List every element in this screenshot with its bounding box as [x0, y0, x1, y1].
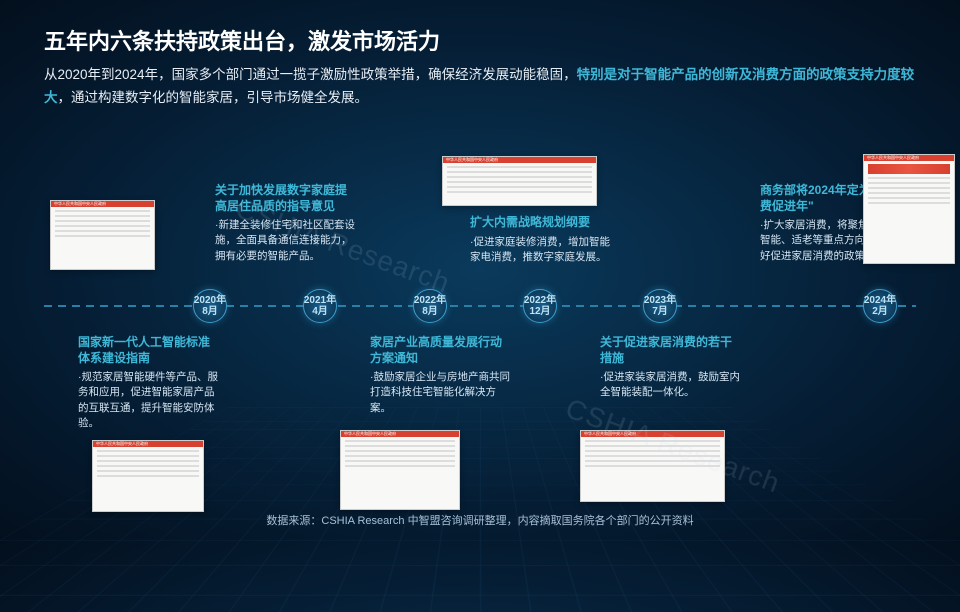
document-thumbnail: 中华人民共和国中央人民政府	[863, 154, 955, 264]
timeline-node: 2022年 12月	[523, 289, 557, 323]
document-thumbnail: 中华人民共和国中央人民政府	[340, 430, 460, 510]
policy-card: 国家新一代人工智能标准体系建设指南 ·规范家居智能硬件等产品、服务和应用，促进智能…	[78, 335, 218, 431]
timeline-node: 2020年 8月	[193, 289, 227, 323]
document-thumbnail: 中华人民共和国中央人民政府	[92, 440, 204, 512]
timeline-node: 2022年 8月	[413, 289, 447, 323]
policy-card: 关于促进家居消费的若干措施 ·促进家装家居消费，鼓励室内全智能装配一体化。	[600, 335, 740, 401]
timeline-node: 2021年 4月	[303, 289, 337, 323]
policy-card-title: 国家新一代人工智能标准体系建设指南	[78, 335, 218, 366]
policy-card-body: ·新建全装修住宅和社区配套设施，全面具备通信连接能力，拥有必要的智能产品。	[215, 218, 355, 264]
policy-card: 关于加快发展数字家庭提高居住品质的指导意见 ·新建全装修住宅和社区配套设施，全面具…	[215, 183, 355, 264]
slide-title: 五年内六条扶持政策出台，激发市场活力	[44, 24, 440, 56]
policy-card-title: 关于加快发展数字家庭提高居住品质的指导意见	[215, 183, 355, 214]
slide-subtitle: 从2020年到2024年，国家多个部门通过一揽子激励性政策举措，确保经济发展动能…	[44, 64, 916, 110]
policy-card-body: ·规范家居智能硬件等产品、服务和应用，促进智能家居产品的互联互通，提升智能安防体…	[78, 370, 218, 431]
policy-card: 扩大内需战略规划纲要 ·促进家庭装修消费，增加智能家电消费，推数字家庭发展。	[470, 215, 610, 265]
document-thumbnail: 中华人民共和国中央人民政府	[442, 156, 597, 206]
policy-card-title: 关于促进家居消费的若干措施	[600, 335, 740, 366]
policy-card: 家居产业高质量发展行动方案通知 ·鼓励家居企业与房地产商共同打造科技住宅智能化解决…	[370, 335, 510, 416]
policy-card-body: ·促进家装家居消费，鼓励室内全智能装配一体化。	[600, 370, 740, 400]
policy-card-title: 扩大内需战略规划纲要	[470, 215, 610, 231]
subtitle-post: ，通过构建数字化的智能家居，引导市场健全发展。	[58, 90, 369, 105]
timeline-node: 2024年 2月	[863, 289, 897, 323]
subtitle-pre: 从2020年到2024年，国家多个部门通过一揽子激励性政策举措，确保经济发展动能…	[44, 67, 577, 82]
document-thumbnail: 中华人民共和国中央人民政府	[50, 200, 155, 270]
policy-card-body: ·促进家庭装修消费，增加智能家电消费，推数字家庭发展。	[470, 235, 610, 265]
timeline-node: 2023年 7月	[643, 289, 677, 323]
document-thumbnail: 中华人民共和国中央人民政府	[580, 430, 725, 502]
policy-card-title: 家居产业高质量发展行动方案通知	[370, 335, 510, 366]
timeline-axis	[44, 305, 916, 307]
policy-card-body: ·鼓励家居企业与房地产商共同打造科技住宅智能化解决方案。	[370, 370, 510, 416]
source-citation: 数据来源：CSHIA Research 中智盟咨询调研整理，内容摘取国务院各个部…	[0, 512, 960, 528]
